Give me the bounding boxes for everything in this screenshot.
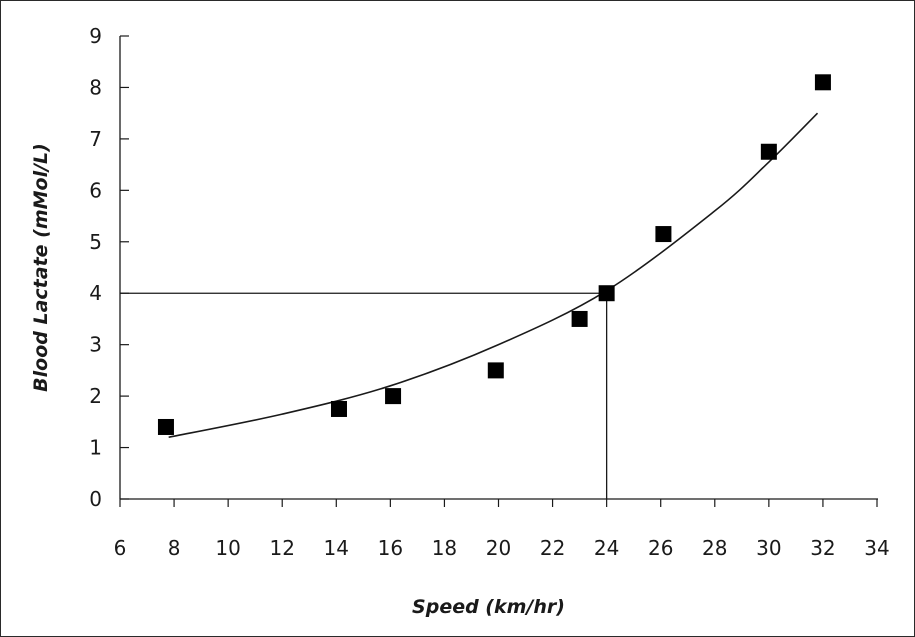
- x-tick-label: 6: [114, 536, 127, 560]
- y-axis-title: Blood Lactate (mMol/L): [30, 143, 52, 392]
- x-tick-label: 16: [378, 536, 403, 560]
- data-point-marker: [487, 362, 504, 379]
- x-tick-label: 32: [810, 536, 835, 560]
- x-tick-label: 30: [756, 536, 781, 560]
- x-tick-label: 34: [864, 536, 889, 560]
- axes: [119, 36, 878, 500]
- x-tick-label: 20: [486, 536, 511, 560]
- data-point-marker: [598, 285, 615, 302]
- y-tick-label: 8: [89, 75, 102, 99]
- data-point-marker: [385, 388, 402, 405]
- y-tick-label: 9: [89, 24, 102, 48]
- data-point-marker: [655, 226, 672, 243]
- x-axis-title: Speed (km/hr): [412, 596, 565, 618]
- y-tick-label: 5: [89, 230, 102, 254]
- y-tick-label: 1: [89, 436, 102, 460]
- x-tick-label: 28: [702, 536, 727, 560]
- data-point-marker: [157, 418, 174, 435]
- x-tick-label: 18: [432, 536, 457, 560]
- reference-lines: [120, 292, 608, 499]
- x-tick-label: 8: [168, 536, 181, 560]
- y-tick-label: 2: [89, 384, 102, 408]
- data-point-marker: [571, 310, 588, 327]
- x-tick-label: 24: [594, 536, 619, 560]
- data-point-marker: [330, 400, 347, 417]
- y-tick-label: 4: [89, 281, 102, 305]
- data-point-marker: [760, 143, 777, 160]
- y-tick-label: 3: [89, 333, 102, 357]
- data-point-marker: [814, 74, 831, 91]
- x-tick-label: 22: [540, 536, 565, 560]
- data-points: [157, 74, 831, 435]
- y-tick-label: 7: [89, 127, 102, 151]
- x-axis-ticks: 6 8 10 12 14 16 18 20 22 24 26 28 30 32 34: [114, 499, 890, 560]
- y-tick-label: 6: [89, 178, 102, 202]
- trend-curve: [168, 112, 819, 439]
- y-tick-label: 0: [89, 487, 102, 511]
- x-tick-label: 26: [648, 536, 673, 560]
- y-axis-ticks: 0 1 2 3 4 5 6 7 8 9: [89, 24, 129, 511]
- x-tick-label: 12: [269, 536, 294, 560]
- x-tick-label: 14: [324, 536, 349, 560]
- x-tick-label: 10: [215, 536, 240, 560]
